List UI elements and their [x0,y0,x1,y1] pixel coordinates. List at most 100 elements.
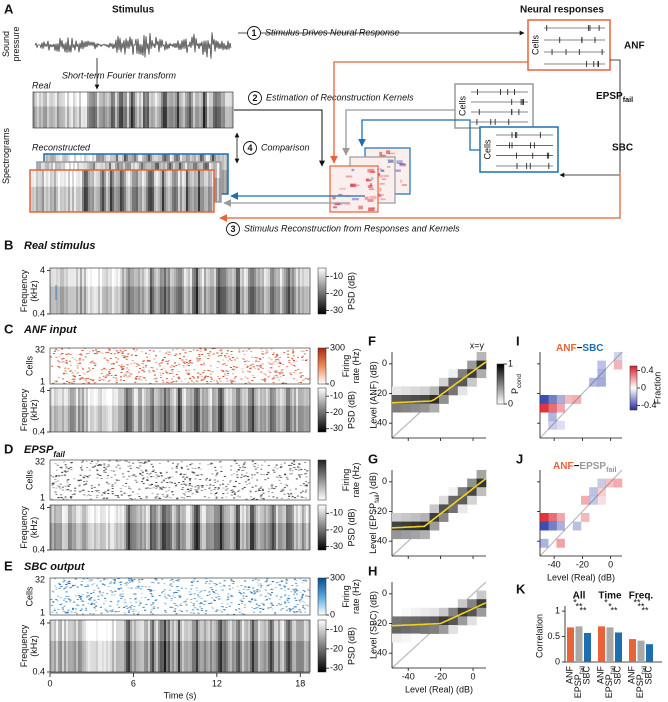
spike [60,603,63,605]
spike [262,603,265,605]
spike [126,376,129,378]
spectro-column [50,186,53,212]
spike [169,481,172,483]
spectro-column [256,620,259,641]
significance: ** [610,605,618,615]
spike [216,382,219,384]
heat-cell [540,395,549,404]
spectro-column [112,620,115,641]
spike [175,579,178,581]
spectro-column [194,388,197,406]
spectro-column [112,405,115,432]
spike [68,598,71,600]
spectro-column [183,92,186,107]
spectro-column [167,92,170,107]
spectro-column [171,92,174,107]
spike [172,381,175,383]
spectro-column [266,388,269,406]
spike [57,377,60,379]
spectro-column [272,523,275,550]
text-part: EPSP [24,444,54,456]
spike [243,354,246,356]
spike [107,483,110,485]
recon-frame [29,169,215,213]
spike [223,609,226,611]
spectro-column [198,186,201,212]
spectro-column [56,505,59,523]
spike [253,474,256,476]
arrow [330,61,528,164]
y-tick-label: 0 [382,588,387,598]
spike [68,348,71,350]
spike [182,486,185,488]
spike [136,363,139,365]
spike [297,611,300,613]
spike [299,592,302,594]
spectro-column [213,106,216,128]
spectro-column [308,405,311,432]
spectro-column [236,268,239,287]
spectro-column [66,286,69,314]
spectro-column [156,286,159,314]
spectro-column [98,505,101,523]
spike [91,584,94,586]
spike [156,486,159,488]
spectro-column [306,268,309,287]
fit-line [391,361,487,404]
spectro-column [294,620,297,641]
spike [66,481,69,483]
spike [96,351,99,353]
spectro-column [258,620,261,641]
spike [256,472,259,474]
spike [123,599,126,601]
spike [133,474,136,476]
spike [74,608,77,610]
spike [129,598,132,600]
spike [257,464,260,466]
spike [127,582,130,584]
spike [178,590,181,592]
spike [254,357,257,359]
spike [296,356,299,358]
spike [117,351,120,353]
spike [264,373,267,375]
spectro-column [272,620,275,641]
spike [280,370,283,372]
spectro-column [240,523,243,550]
spectro-column [288,620,291,641]
spectro-column [296,523,299,550]
spike [280,588,283,590]
spectro-column [214,523,217,550]
spike [109,590,112,592]
spectro-column [107,106,110,128]
spectro-column [86,388,89,406]
heat-cell [548,420,557,430]
spectro-column [112,268,115,287]
spectro-column [152,170,155,187]
spike [219,380,222,382]
spike [145,495,148,497]
kernel-blob [380,198,386,201]
spike [155,477,158,479]
spectro-column [164,505,167,523]
spike [283,595,286,597]
spectro-column [186,268,189,287]
spike [176,463,179,465]
spectro-column [150,286,153,314]
spectro-column [192,640,195,672]
spectro-column [214,620,217,641]
spectro-column [264,286,267,314]
spike [94,610,97,612]
spike [307,482,310,484]
spectro-column [262,640,265,672]
spectro-column [298,405,301,432]
spectro-column [184,405,187,432]
spectro-column [104,388,107,406]
spike [111,591,114,593]
spike [241,613,244,615]
spectro-column [136,505,139,523]
spectro-column [260,505,263,523]
spectro-column [102,286,105,314]
spectro-column [308,505,311,523]
spike [73,370,76,372]
